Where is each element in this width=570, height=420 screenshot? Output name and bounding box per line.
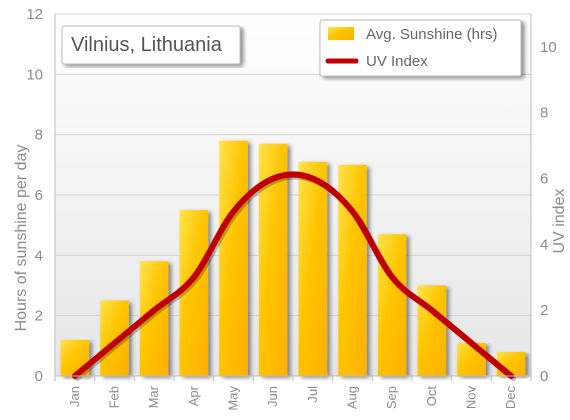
sunshine-bars <box>60 140 526 376</box>
y-tick-label: 0 <box>35 368 43 385</box>
y-tick-label: 8 <box>35 127 43 144</box>
y2-axis-label: UV index <box>551 189 568 254</box>
y-tick-label: 2 <box>35 308 43 325</box>
legend-sunshine-swatch <box>328 27 354 40</box>
sunshine-bar <box>179 210 209 376</box>
uv-line-group <box>71 171 517 381</box>
y2-tick-label: 2 <box>540 302 548 319</box>
x-tick-label: Apr <box>186 385 201 406</box>
x-tick-label: Nov <box>464 386 479 410</box>
y2-tick-label: 8 <box>540 105 548 122</box>
y-tick-label: 6 <box>35 187 43 204</box>
y2-tick-label: 10 <box>540 39 557 56</box>
legend-uv-label: UV Index <box>366 53 428 70</box>
x-tick-label: Mar <box>146 385 161 408</box>
x-tick-label: Jun <box>265 386 280 407</box>
sunshine-bar <box>219 140 248 376</box>
legend: Avg. Sunshine (hrs) UV Index <box>319 19 522 77</box>
y-tick-label: 10 <box>26 66 43 83</box>
x-tick-label: Jul <box>305 386 320 403</box>
uv-line <box>71 171 515 379</box>
sunshine-bar <box>298 161 328 376</box>
y-axis-label: Hours of sunshine per day <box>13 145 30 332</box>
axes: 0 2 4 6 8 10 12 0 2 4 6 8 10 Jan Feb Mar Apr May Jun Jul Aug… <box>26 6 556 411</box>
y2-tick-label: 0 <box>540 368 548 385</box>
x-tick-label: Oct <box>424 386 439 407</box>
legend-sunshine-label: Avg. Sunshine (hrs) <box>366 26 497 43</box>
x-tick-label: Dec <box>503 386 518 410</box>
y-tick-label: 12 <box>26 6 43 23</box>
x-tick-label: May <box>226 386 241 411</box>
y-tick-label: 4 <box>35 247 43 264</box>
x-tick-label: Feb <box>107 386 122 408</box>
grid-lines <box>55 13 531 317</box>
x-tick-label: Sep <box>384 386 399 409</box>
title-box: Vilnius, Lithuania <box>61 25 241 65</box>
x-tick-label: Aug <box>345 386 360 409</box>
y2-tick-label: 6 <box>540 171 548 188</box>
y2-tick-label: 4 <box>540 236 548 253</box>
chart-title: Vilnius, Lithuania <box>71 34 223 56</box>
x-tick-label: Jan <box>67 386 82 407</box>
